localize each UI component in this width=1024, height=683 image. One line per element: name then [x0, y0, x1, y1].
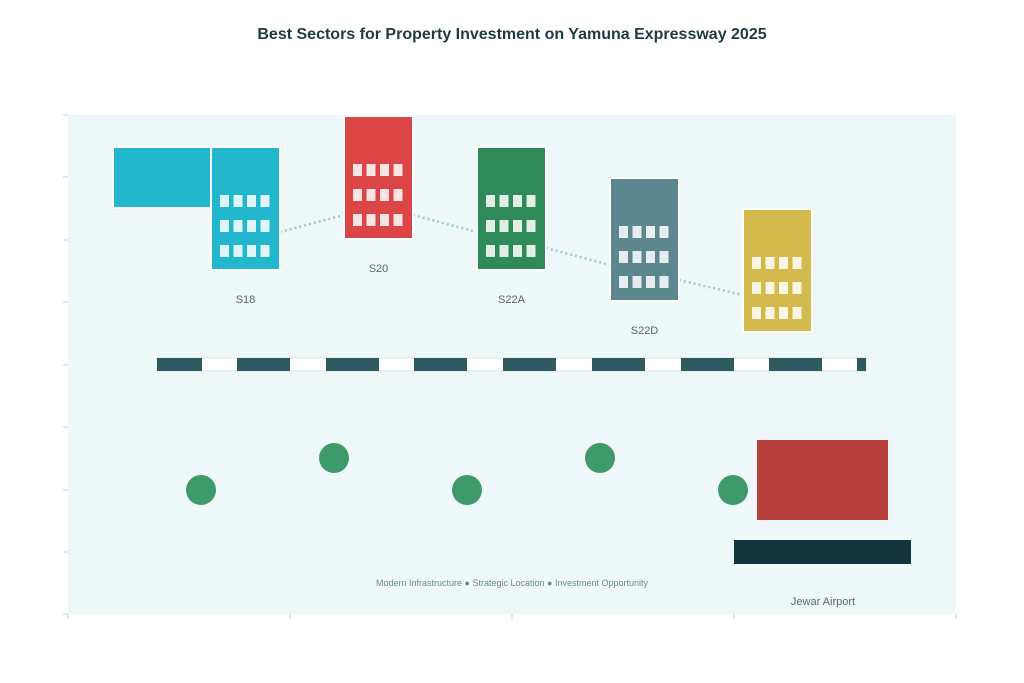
window — [366, 189, 376, 201]
window — [260, 195, 270, 207]
window — [632, 276, 642, 288]
tree — [186, 475, 216, 505]
window — [619, 226, 628, 238]
road-dash — [326, 358, 379, 371]
window — [646, 276, 655, 288]
window — [646, 226, 655, 238]
s18-annex-block — [112, 146, 224, 209]
window — [513, 245, 522, 257]
window — [526, 220, 536, 232]
connector-path — [412, 213, 478, 234]
road-dash — [857, 358, 866, 371]
window — [752, 307, 761, 319]
window — [779, 307, 788, 319]
window — [380, 164, 389, 176]
tree — [319, 443, 349, 473]
road-dash — [592, 358, 645, 371]
window — [247, 220, 256, 232]
building-s22d: S22D — [609, 177, 680, 337]
trees — [186, 443, 748, 505]
window — [646, 251, 655, 263]
chart-title: Best Sectors for Property Investment on … — [257, 26, 767, 43]
road-dash — [769, 358, 822, 371]
tree — [585, 443, 615, 473]
window — [486, 245, 495, 257]
road-dash — [681, 358, 734, 371]
window — [792, 257, 802, 269]
window — [353, 189, 362, 201]
window — [619, 251, 628, 263]
road-dash — [414, 358, 467, 371]
road-dash — [157, 358, 202, 371]
window — [619, 276, 628, 288]
window — [247, 245, 256, 257]
axis-ticks — [63, 114, 957, 619]
airport-runway — [734, 540, 911, 564]
window — [380, 189, 389, 201]
window — [513, 195, 522, 207]
window — [220, 195, 229, 207]
window — [779, 282, 788, 294]
building-s22a: S22A — [476, 146, 547, 306]
window — [260, 220, 270, 232]
connector-path — [678, 278, 744, 297]
airport-terminal — [757, 440, 888, 520]
sector-label: S20 — [369, 263, 389, 275]
tree — [452, 475, 482, 505]
window — [752, 257, 761, 269]
window — [513, 220, 522, 232]
window — [779, 257, 788, 269]
window — [526, 195, 536, 207]
window — [499, 220, 509, 232]
window — [233, 220, 243, 232]
window — [632, 226, 642, 238]
window — [233, 195, 243, 207]
connector-paths — [279, 213, 744, 297]
tagline: Modern Infrastructure ● Strategic Locati… — [376, 578, 648, 588]
window — [393, 164, 403, 176]
window — [792, 307, 802, 319]
buildings: S18 S20 S22A S22D — [210, 115, 813, 337]
sector-label: S22A — [498, 294, 526, 306]
window — [659, 251, 669, 263]
tree — [718, 475, 748, 505]
window — [765, 257, 775, 269]
window — [499, 195, 509, 207]
sector-label: S22D — [631, 325, 659, 337]
window — [233, 245, 243, 257]
sector-label: S18 — [236, 294, 256, 306]
window — [765, 307, 775, 319]
window — [220, 220, 229, 232]
window — [659, 226, 669, 238]
window — [353, 214, 362, 226]
window — [632, 251, 642, 263]
building-s20: S20 — [343, 115, 414, 275]
window — [366, 164, 376, 176]
building-s18: S18 — [210, 146, 281, 306]
connector-path — [279, 213, 345, 234]
road-dash — [503, 358, 556, 371]
window — [486, 220, 495, 232]
window — [260, 245, 270, 257]
window — [752, 282, 761, 294]
window — [765, 282, 775, 294]
window — [792, 282, 802, 294]
window — [380, 214, 389, 226]
window — [393, 214, 403, 226]
airport-label: Jewar Airport — [791, 596, 855, 608]
connector-path — [545, 246, 611, 267]
building-unlabeled — [742, 208, 813, 333]
window — [486, 195, 495, 207]
window — [353, 164, 362, 176]
window — [247, 195, 256, 207]
window — [220, 245, 229, 257]
window — [393, 189, 403, 201]
road-dash — [237, 358, 290, 371]
window — [659, 276, 669, 288]
expressway-road — [156, 357, 867, 372]
window — [499, 245, 509, 257]
window — [366, 214, 376, 226]
window — [526, 245, 536, 257]
